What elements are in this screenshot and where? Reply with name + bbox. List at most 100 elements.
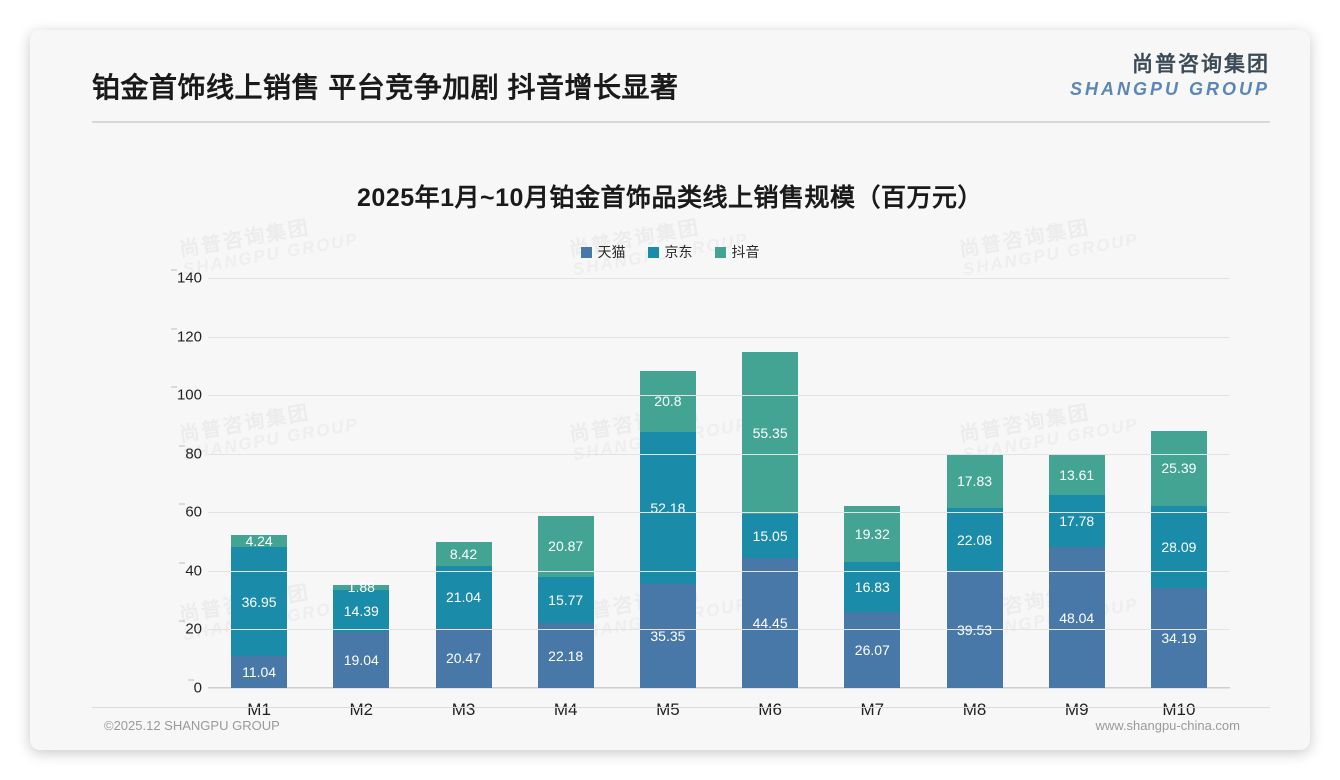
bar-value-label: 17.83 — [956, 473, 993, 490]
bar-segment-天猫[interactable]: 26.07 — [844, 611, 901, 688]
x-axis-tick-label: M4 — [553, 700, 578, 719]
bar-value-label: 14.39 — [343, 603, 379, 620]
bar-segment-京东[interactable]: 21.04 — [435, 566, 492, 629]
gridline — [208, 512, 1230, 514]
gridline — [208, 278, 1230, 279]
y-axis-tick-label: 20 — [179, 620, 202, 638]
bar-segment-抖音[interactable]: 1.88 — [333, 580, 390, 594]
bar-segment-京东[interactable]: 15.05 — [742, 513, 799, 558]
bar-stack: 20.47 21.04 8.42 — [435, 541, 492, 688]
bar-column-M9[interactable]: 48.04 17.78 13.61 M9 — [1026, 278, 1128, 719]
bar-segment-天猫[interactable]: 48.04 — [1048, 547, 1105, 688]
gridline — [208, 629, 1230, 631]
y-axis-tick-label: 100 — [170, 386, 202, 404]
x-axis-tick-label: M3 — [451, 700, 476, 719]
bar-segment-京东[interactable]: 17.78 — [1048, 495, 1105, 548]
legend-item-0[interactable]: 天猫 — [580, 242, 626, 262]
bar-segment-抖音[interactable]: 55.35 — [742, 351, 799, 514]
bar-stack: 26.07 16.83 19.32 — [844, 505, 901, 688]
bar-segment-京东[interactable]: 14.39 — [333, 590, 390, 633]
bar-segment-京东[interactable]: 36.95 — [231, 547, 288, 656]
bar-column-M10[interactable]: 34.19 28.09 25.39 M10 — [1128, 278, 1230, 719]
bar-segment-京东[interactable]: 15.77 — [537, 576, 594, 624]
bar-column-M1[interactable]: 11.04 36.95 4.24 M1 — [208, 278, 310, 719]
x-axis-tick-label: M8 — [962, 700, 987, 719]
header: 铂金首饰线上销售 平台竞争加剧 抖音增长显著 尚普咨询集团 SHANGPU GR… — [30, 30, 1310, 123]
bar-value-label: 16.83 — [854, 579, 890, 596]
bar-stack: 44.45 15.05 55.35 — [742, 351, 799, 688]
bar-segment-天猫[interactable]: 11.04 — [231, 655, 288, 688]
bar-column-M2[interactable]: 19.04 14.39 1.88 M2 — [310, 278, 412, 719]
gridline — [208, 453, 1230, 455]
bar-column-M3[interactable]: 20.47 21.04 8.42 M3 — [412, 278, 514, 719]
header-divider — [92, 121, 1270, 123]
gridline — [208, 336, 1230, 338]
bar-segment-抖音[interactable]: 13.61 — [1048, 455, 1105, 496]
bar-segment-京东[interactable]: 52.18 — [639, 431, 696, 585]
legend-item-1[interactable]: 京东 — [647, 242, 693, 262]
bar-segment-天猫[interactable]: 20.47 — [435, 628, 492, 688]
bar-value-label: 55.35 — [752, 424, 788, 441]
bar-segment-京东[interactable]: 16.83 — [844, 562, 901, 612]
bar-column-M5[interactable]: 35.35 52.18 20.8 M5 — [617, 278, 719, 719]
bar-value-label: 15.77 — [548, 591, 584, 608]
bar-column-M4[interactable]: 22.18 15.77 20.87 M4 — [515, 278, 617, 719]
y-axis-tick-label: 120 — [170, 328, 202, 345]
bar-segment-京东[interactable]: 28.09 — [1150, 505, 1207, 588]
bar-value-label: 8.42 — [449, 546, 478, 563]
bar-segment-天猫[interactable]: 35.35 — [639, 584, 696, 688]
bar-value-label: 35.35 — [650, 628, 686, 645]
bar-value-label: 1.88 — [347, 579, 375, 596]
bar-segment-天猫[interactable]: 19.04 — [333, 632, 390, 688]
x-axis-tick-label: M5 — [656, 700, 680, 719]
bar-value-label: 13.61 — [1059, 467, 1095, 484]
y-axis-tick-mark — [170, 269, 177, 271]
x-axis-tick-label: M9 — [1064, 700, 1089, 719]
legend-label: 抖音 — [731, 244, 760, 260]
bar-segment-天猫[interactable]: 44.45 — [742, 557, 799, 688]
bar-segment-抖音[interactable]: 4.24 — [231, 534, 288, 548]
y-axis-tick-mark — [179, 503, 186, 505]
bar-value-label: 20.8 — [654, 393, 682, 410]
bar-value-label: 28.09 — [1161, 538, 1197, 555]
bar-stack: 19.04 14.39 1.88 — [333, 580, 390, 688]
bar-value-label: 20.47 — [445, 650, 482, 667]
footer-copyright: ©2025.12 SHANGPU GROUP — [104, 718, 280, 733]
legend-item-2[interactable]: 抖音 — [714, 242, 760, 262]
x-axis-tick-label: M2 — [349, 700, 374, 719]
bar-column-M8[interactable]: 39.53 22.08 17.83 M8 — [923, 278, 1025, 719]
bar-segment-天猫[interactable]: 22.18 — [537, 623, 594, 688]
y-axis-tick-mark — [187, 679, 194, 681]
bar-segment-天猫[interactable]: 34.19 — [1150, 587, 1207, 688]
bar-value-label: 25.39 — [1161, 460, 1197, 477]
bar-segment-抖音[interactable]: 8.42 — [435, 541, 492, 567]
x-axis-tick-label: M7 — [860, 700, 885, 719]
bar-value-label: 26.07 — [854, 641, 890, 658]
bar-segment-抖音[interactable]: 17.83 — [946, 455, 1003, 508]
bar-column-M7[interactable]: 26.07 16.83 19.32 M7 — [821, 278, 923, 719]
bar-segment-抖音[interactable]: 20.8 — [639, 370, 696, 432]
bar-group: 11.04 36.95 4.24 M1 19.04 14.39 1.88 M2 20.47 21.… — [208, 278, 1230, 719]
bar-value-label: 17.78 — [1059, 513, 1095, 530]
bar-segment-抖音[interactable]: 19.32 — [844, 505, 901, 563]
logo-english-text: SHANGPU GROUP — [1069, 79, 1270, 99]
bar-stack: 11.04 36.95 4.24 — [231, 534, 288, 688]
bar-segment-抖音[interactable]: 25.39 — [1150, 431, 1207, 506]
x-axis-tick-label: M6 — [758, 700, 782, 719]
bar-value-label: 21.04 — [445, 589, 482, 606]
bar-segment-京东[interactable]: 22.08 — [946, 507, 1003, 573]
bar-value-label: 20.87 — [548, 538, 584, 555]
y-axis-tick-mark — [170, 386, 177, 388]
bar-value-label: 15.05 — [752, 527, 788, 544]
y-axis-tick-mark — [179, 562, 186, 564]
bar-column-M6[interactable]: 44.45 15.05 55.35 M6 — [719, 278, 821, 719]
bar-segment-抖音[interactable]: 20.87 — [537, 515, 594, 577]
y-axis-tick-mark — [170, 328, 177, 330]
bar-value-label: 48.04 — [1059, 609, 1095, 626]
legend-swatch-icon — [714, 246, 726, 258]
brand-logo: 尚普咨询集团 SHANGPU GROUP — [1070, 54, 1270, 98]
bar-value-label: 11.04 — [242, 663, 277, 680]
legend-label: 京东 — [664, 244, 693, 260]
bar-stack: 35.35 52.18 20.8 — [639, 370, 696, 688]
